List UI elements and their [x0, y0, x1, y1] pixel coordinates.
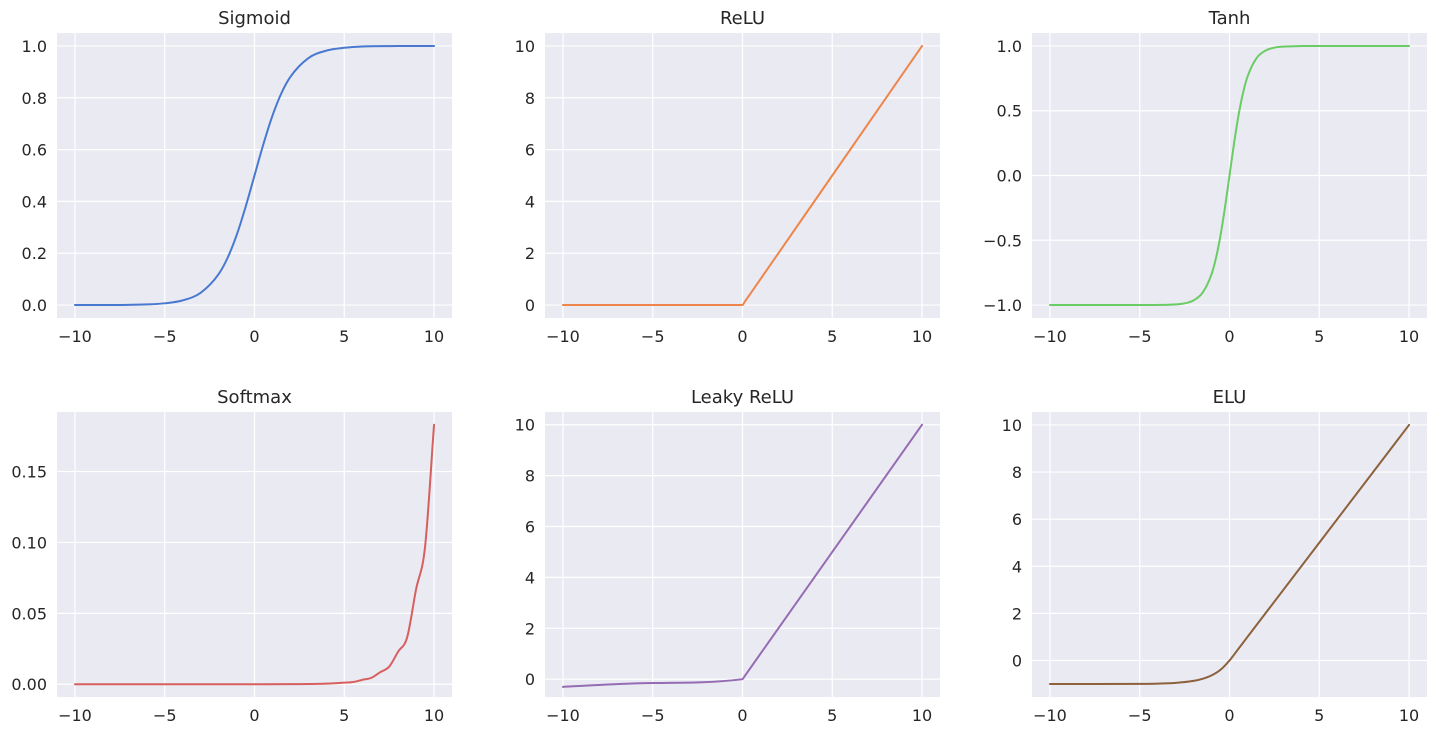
sigmoid-y-tick-label: 0.2: [22, 244, 47, 263]
tanh-y-tick-label: 0.0: [997, 167, 1022, 186]
softmax-x-tick-label: 10: [424, 706, 444, 725]
elu-y-tick-label: 2: [1012, 604, 1022, 623]
relu-title: ReLU: [720, 8, 765, 29]
elu-y-tick-label: 8: [1012, 463, 1022, 482]
tanh-x-tick-label: 0: [1224, 327, 1234, 346]
leaky-relu-x-tick-label: −5: [641, 706, 665, 725]
sigmoid-x-tick-label: 10: [424, 327, 444, 346]
elu-x-tick-label: −10: [1033, 706, 1067, 725]
elu-panel: −10 −5 0 5 10 0 2 4 6 8 10 ELU: [1002, 387, 1427, 725]
sigmoid-y-tick-label: 1.0: [22, 37, 47, 56]
relu-x-tick-label: 10: [912, 327, 932, 346]
tanh-y-tick-label: −1.0: [983, 296, 1022, 315]
relu-y-tick-label: 0: [525, 296, 535, 315]
sigmoid-panel: −10 −5 0 5 10 0.0 0.2 0.4 0.6 0.8 1.0 Sigmoid: [22, 8, 452, 346]
elu-y-tick-label: 4: [1012, 557, 1022, 576]
leaky-relu-y-tick-label: 10: [515, 416, 535, 435]
relu-y-tick-label: 2: [525, 244, 535, 263]
leaky-relu-curve: [561, 423, 924, 688]
leaky-relu-x-tick-label: −10: [546, 706, 580, 725]
tanh-panel: −10 −5 0 5 10 −1.0 −0.5 0.0 0.5 1.0 Tanh: [983, 8, 1427, 346]
sigmoid-x-tick-label: −5: [153, 327, 177, 346]
leaky-relu-x-tick-label: 5: [827, 706, 837, 725]
relu-y-tick-label: 10: [515, 37, 535, 56]
tanh-y-tick-label: 0.5: [997, 102, 1022, 121]
sigmoid-curve: [73, 44, 436, 307]
softmax-y-tick-label: 0.10: [11, 533, 47, 552]
relu-y-tick-label: 4: [525, 192, 535, 211]
relu-y-tick-label: 6: [525, 141, 535, 160]
softmax-y-tick-label: 0.15: [11, 463, 47, 482]
softmax-panel: −10 −5 0 5 10 0.00 0.05 0.10 0.15 Softmax: [11, 387, 452, 725]
sigmoid-y-tick-label: 0.8: [22, 89, 47, 108]
leaky-relu-y-tick-label: 8: [525, 467, 535, 486]
leaky-relu-y-tick-label: 4: [525, 568, 535, 587]
tanh-y-tick-label: 1.0: [997, 37, 1022, 56]
sigmoid-x-tick-label: −10: [58, 327, 92, 346]
relu-curve: [561, 44, 924, 307]
elu-title: ELU: [1213, 387, 1247, 408]
elu-x-tick-label: 5: [1314, 706, 1324, 725]
leaky-relu-x-tick-label: 10: [912, 706, 932, 725]
tanh-title: Tanh: [1208, 8, 1251, 29]
relu-x-tick-label: 5: [827, 327, 837, 346]
elu-x-tick-label: −5: [1128, 706, 1152, 725]
sigmoid-y-tick-label: 0.4: [22, 192, 47, 211]
tanh-curve: [1048, 44, 1411, 307]
sigmoid-x-tick-label: 5: [339, 327, 349, 346]
elu-y-tick-label: 6: [1012, 510, 1022, 529]
elu-x-tick-label: 0: [1224, 706, 1234, 725]
tanh-x-tick-label: 10: [1399, 327, 1419, 346]
leaky-relu-y-tick-label: 2: [525, 619, 535, 638]
leaky-relu-y-tick-label: 6: [525, 518, 535, 537]
elu-curve: [1048, 423, 1411, 686]
elu-x-tick-label: 10: [1399, 706, 1419, 725]
softmax-curve: [73, 423, 436, 686]
sigmoid-x-tick-label: 0: [249, 327, 259, 346]
relu-x-tick-label: −5: [641, 327, 665, 346]
relu-x-tick-label: −10: [546, 327, 580, 346]
sigmoid-y-tick-label: 0.6: [22, 141, 47, 160]
softmax-x-tick-label: −5: [153, 706, 177, 725]
tanh-y-tick-label: −0.5: [983, 231, 1022, 250]
sigmoid-y-tick-label: 0.0: [22, 296, 47, 315]
tanh-x-tick-label: −10: [1033, 327, 1067, 346]
leaky-relu-title: Leaky ReLU: [691, 387, 794, 408]
tanh-x-tick-label: 5: [1314, 327, 1324, 346]
relu-x-tick-label: 0: [737, 327, 747, 346]
softmax-x-tick-label: 5: [339, 706, 349, 725]
softmax-y-tick-label: 0.05: [11, 604, 47, 623]
softmax-x-tick-label: 0: [249, 706, 259, 725]
tanh-x-tick-label: −5: [1128, 327, 1152, 346]
relu-panel: −10 −5 0 5 10 0 2 4 6 8 10 ReLU: [515, 8, 940, 346]
softmax-y-tick-label: 0.00: [11, 675, 47, 694]
leaky-relu-y-tick-label: 0: [525, 670, 535, 689]
elu-y-tick-label: 0: [1012, 651, 1022, 670]
sigmoid-title: Sigmoid: [218, 8, 291, 29]
elu-y-tick-label: 10: [1002, 416, 1022, 435]
softmax-x-tick-label: −10: [58, 706, 92, 725]
leaky-relu-panel: −10 −5 0 5 10 0 2 4 6 8 10 Leaky ReLU: [515, 387, 940, 725]
relu-y-tick-label: 8: [525, 89, 535, 108]
leaky-relu-x-tick-label: 0: [737, 706, 747, 725]
softmax-title: Softmax: [217, 387, 292, 408]
